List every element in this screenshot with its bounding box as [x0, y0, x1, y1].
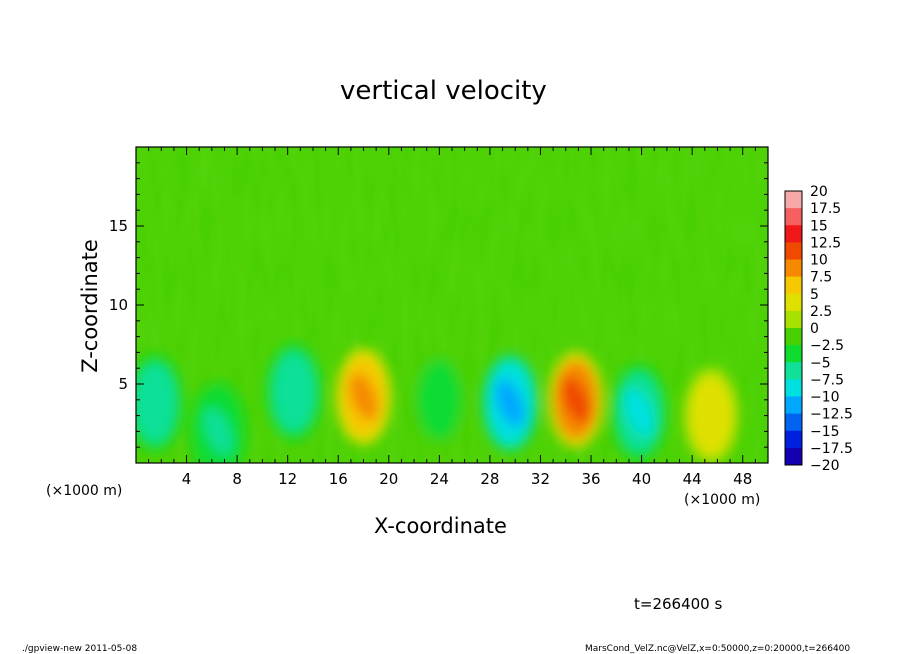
feature-core-1 [203, 407, 233, 455]
x-tick-label: 20 [379, 470, 398, 488]
footer-left: ./gpview-new 2011-05-08 [22, 644, 138, 654]
colorbar-label: −15 [810, 424, 840, 440]
y-tick-label: 15 [109, 217, 128, 235]
colorbar-band [785, 242, 802, 260]
x-tick-label: 24 [430, 470, 449, 488]
colorbar-label: 15 [810, 218, 828, 234]
x-tick-label: 8 [232, 470, 242, 488]
x-tick-label: 16 [329, 470, 348, 488]
colorbar-label: 2.5 [810, 304, 832, 320]
y-tick-label: 5 [118, 375, 128, 393]
colorbar-label: 17.5 [810, 201, 841, 217]
colorbar-label: −12.5 [810, 407, 853, 423]
x-tick-label: 32 [531, 470, 550, 488]
feature-core-0 [140, 379, 170, 427]
colorbar-band [785, 225, 802, 243]
colorbar-band [785, 362, 802, 380]
colorbar-label: 20 [810, 184, 828, 200]
feature-core-5 [495, 379, 525, 427]
x-tick-label: 12 [278, 470, 297, 488]
colorbar-label: −10 [810, 390, 840, 406]
colorbar-band [785, 328, 802, 346]
colorbar-label: 5 [810, 287, 819, 303]
colorbar-band [785, 276, 802, 295]
x-unit-left: (×1000 m) [46, 483, 123, 499]
feature-core-2 [279, 368, 309, 416]
feature-core-6 [561, 376, 591, 424]
colorbar-band [785, 310, 802, 329]
colorbar-label: 10 [810, 253, 828, 269]
y-axis-label: Z-coordinate [78, 239, 102, 373]
feature-core-8 [696, 392, 726, 440]
colorbar-label: 12.5 [810, 235, 841, 251]
x-tick-label: 48 [733, 470, 752, 488]
y-tick-label: 10 [109, 296, 128, 314]
colorbar-frame [784, 190, 803, 466]
colorbar-band [785, 345, 802, 363]
colorbar-band [785, 191, 802, 209]
x-tick-label: 4 [182, 470, 192, 488]
x-tick-label: 44 [683, 470, 702, 488]
colorbar-band [785, 259, 802, 278]
colorbar-label: −7.5 [810, 372, 844, 388]
feature-core-4 [424, 376, 454, 424]
chart-title: vertical velocity [340, 76, 547, 106]
feature-core-3 [348, 373, 379, 421]
x-axis-label: X-coordinate [374, 514, 507, 538]
colorbar-label: −5 [810, 355, 831, 371]
colorbar-band [785, 413, 802, 432]
x-tick-label: 28 [480, 470, 499, 488]
x-unit-right: (×1000 m) [684, 492, 761, 508]
colorbar-band [785, 430, 802, 449]
colorbar-label: −17.5 [810, 441, 853, 457]
time-label: t=266400 s [634, 595, 723, 613]
plot-area [136, 147, 768, 463]
colorbar-band [785, 447, 802, 466]
colorbar-band [785, 396, 802, 415]
colorbar-label: 0 [810, 321, 819, 337]
colorbar-label: 7.5 [810, 270, 832, 286]
colorbar-band [785, 293, 802, 312]
x-tick-label: 36 [581, 470, 600, 488]
colorbar-label: −2.5 [810, 338, 844, 354]
feature-core-7 [624, 389, 654, 436]
colorbar-band [785, 208, 802, 226]
colorbar-label: −20 [810, 458, 840, 474]
x-tick-label: 40 [632, 470, 651, 488]
footer-right: MarsCond_VelZ.nc@VelZ,x=0:50000,z=0:2000… [585, 644, 851, 654]
colorbar-band [785, 379, 802, 397]
